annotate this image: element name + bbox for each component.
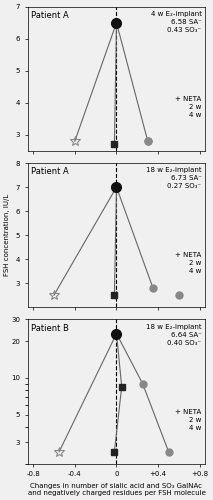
Y-axis label: FSH concentration, IU/L: FSH concentration, IU/L (4, 194, 10, 276)
Text: 18 w E₂-implant
6.64 SA⁻
0.40 SO₃⁻: 18 w E₂-implant 6.64 SA⁻ 0.40 SO₃⁻ (146, 324, 201, 346)
Text: Patient B: Patient B (31, 324, 69, 333)
Text: + NETA
2 w
4 w: + NETA 2 w 4 w (175, 409, 201, 431)
Text: + NETA
2 w
4 w: + NETA 2 w 4 w (175, 252, 201, 274)
Text: Patient A: Patient A (31, 11, 69, 20)
X-axis label: Changes in number of sialic acid and SO₃ GalNAc
and negatively charged residues : Changes in number of sialic acid and SO₃… (27, 483, 205, 496)
Text: + NETA
2 w
4 w: + NETA 2 w 4 w (175, 96, 201, 118)
Text: 18 w E₂-implant
6.73 SA⁻
0.27 SO₃⁻: 18 w E₂-implant 6.73 SA⁻ 0.27 SO₃⁻ (146, 168, 201, 190)
Text: 4 w E₂-implant
6.58 SA⁻
0.43 SO₃⁻: 4 w E₂-implant 6.58 SA⁻ 0.43 SO₃⁻ (151, 11, 201, 33)
Text: Patient A: Patient A (31, 168, 69, 176)
